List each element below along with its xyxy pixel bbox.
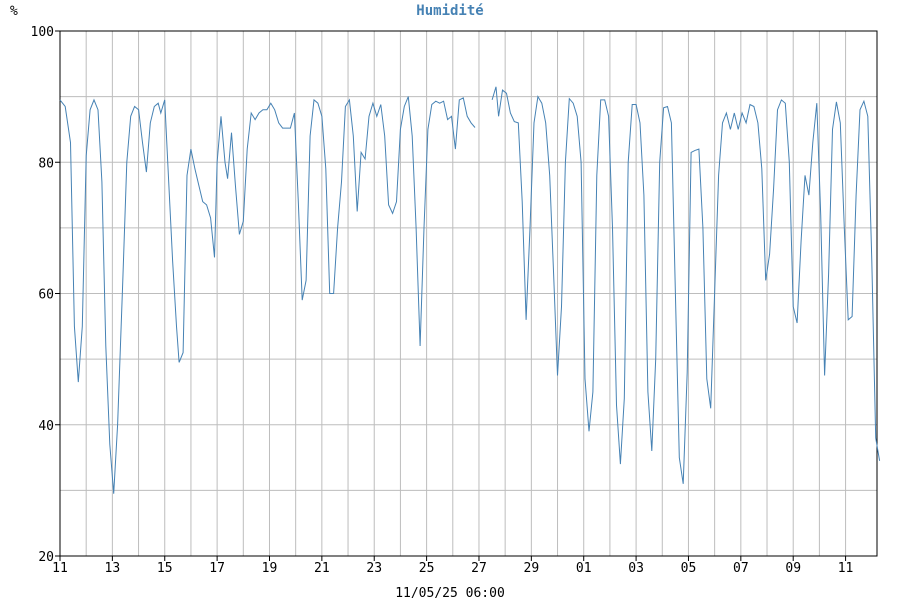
x-tick-label: 15 (157, 561, 173, 576)
y-axis-label: % (10, 4, 18, 19)
x-tick-label: 27 (471, 561, 487, 576)
x-tick-label: 03 (628, 561, 644, 576)
x-tick-label: 11 (838, 561, 854, 576)
x-tick-label: 09 (785, 561, 801, 576)
x-tick-label: 05 (681, 561, 697, 576)
x-tick-label: 19 (262, 561, 278, 576)
x-axis-label: 11/05/25 06:00 (395, 586, 505, 600)
x-tick-label: 11 (52, 561, 68, 576)
x-tick-label: 07 (733, 561, 749, 576)
x-tick-label: 17 (209, 561, 225, 576)
x-tick-label: 01 (576, 561, 592, 576)
x-tick-label: 23 (366, 561, 382, 576)
y-tick-label: 20 (38, 550, 54, 565)
x-tick-label: 21 (314, 561, 330, 576)
y-axis-ticks: 20 40 60 80 100 (31, 25, 60, 565)
humidity-line (491, 86, 881, 484)
y-tick-label: 40 (38, 419, 54, 434)
x-tick-label: 29 (524, 561, 540, 576)
chart-title: Humidité (416, 3, 483, 19)
humidity-line (59, 96, 476, 494)
y-tick-label: 100 (31, 25, 54, 40)
data-series (59, 86, 881, 494)
x-tick-label: 13 (105, 561, 121, 576)
y-tick-label: 80 (38, 156, 54, 171)
x-tick-label: 25 (419, 561, 435, 576)
x-axis-ticks: 11 13 15 17 19 21 23 25 27 29 01 03 05 07 09 11 (52, 556, 853, 576)
y-tick-label: 60 (38, 288, 54, 303)
